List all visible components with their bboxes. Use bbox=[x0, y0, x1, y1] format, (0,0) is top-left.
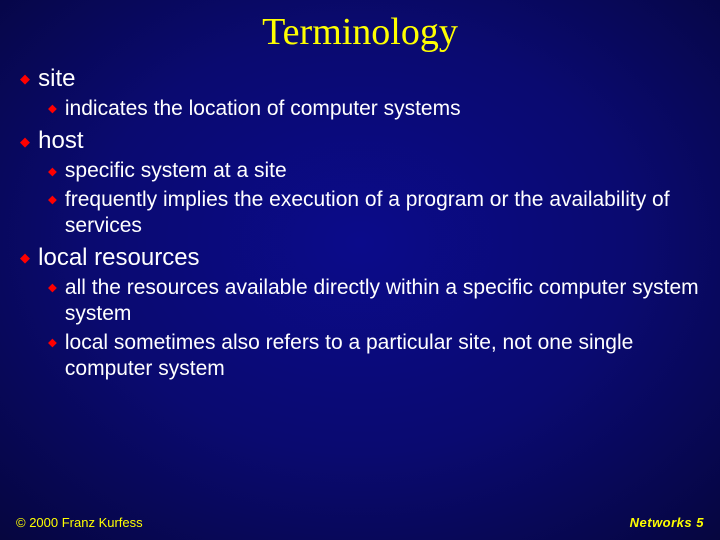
subitem-text: frequently implies the execution of a pr… bbox=[65, 187, 700, 240]
item-label: site bbox=[38, 64, 700, 94]
list-subitem: ◆ all the resources available directly w… bbox=[48, 275, 700, 328]
item-label: host bbox=[38, 126, 700, 156]
subitem-text: local sometimes also refers to a particu… bbox=[65, 330, 700, 383]
diamond-bullet-icon: ◆ bbox=[20, 134, 30, 151]
diamond-bullet-icon: ◆ bbox=[48, 165, 57, 179]
footer-copyright: © 2000 Franz Kurfess bbox=[16, 515, 143, 530]
diamond-bullet-icon: ◆ bbox=[48, 281, 57, 295]
footer-page-label: Networks 5 bbox=[630, 515, 704, 530]
list-subitem: ◆ local sometimes also refers to a parti… bbox=[48, 330, 700, 383]
list-item: ◆ site bbox=[20, 64, 700, 94]
list-item: ◆ host bbox=[20, 126, 700, 156]
slide-content: ◆ site ◆ indicates the location of compu… bbox=[0, 54, 720, 382]
item-label: local resources bbox=[38, 243, 700, 273]
list-item: ◆ local resources bbox=[20, 243, 700, 273]
list-subitem: ◆ specific system at a site bbox=[48, 158, 700, 184]
subitem-text: indicates the location of computer syste… bbox=[65, 96, 700, 122]
diamond-bullet-icon: ◆ bbox=[48, 336, 57, 350]
diamond-bullet-icon: ◆ bbox=[48, 102, 57, 116]
list-subitem: ◆ indicates the location of computer sys… bbox=[48, 96, 700, 122]
slide: Terminology ◆ site ◆ indicates the locat… bbox=[0, 0, 720, 540]
diamond-bullet-icon: ◆ bbox=[48, 193, 57, 207]
diamond-bullet-icon: ◆ bbox=[20, 71, 30, 88]
slide-footer: © 2000 Franz Kurfess Networks 5 bbox=[16, 515, 704, 530]
list-subitem: ◆ frequently implies the execution of a … bbox=[48, 187, 700, 240]
slide-title: Terminology bbox=[0, 0, 720, 54]
diamond-bullet-icon: ◆ bbox=[20, 250, 30, 267]
subitem-text: specific system at a site bbox=[65, 158, 700, 184]
subitem-text: all the resources available directly wit… bbox=[65, 275, 700, 328]
